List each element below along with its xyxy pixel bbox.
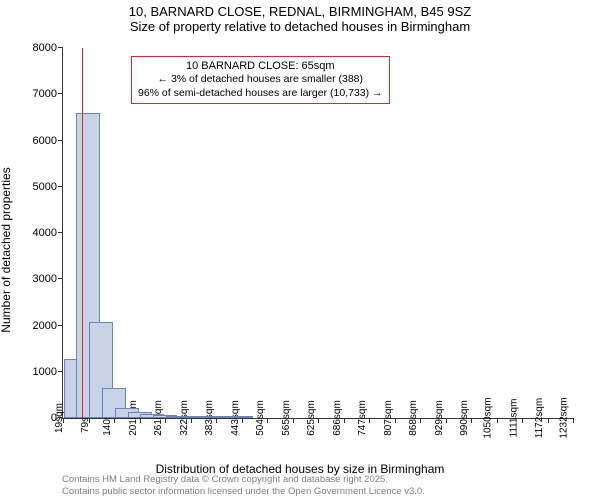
x-tick-label: 443sqm [224,400,241,436]
x-tick-mark [242,418,243,423]
chart-subtitle: Size of property relative to detached ho… [0,19,600,34]
x-tick-label: 990sqm [453,400,470,436]
footer-line-2: Contains public sector information licen… [62,486,425,498]
y-tick-label: 3000 [33,273,63,285]
x-tick-mark [89,418,90,423]
x-tick-mark [522,418,523,423]
y-tick-mark [58,93,63,94]
x-tick-label: 322sqm [173,400,190,436]
x-tick-mark [573,418,574,423]
annotation-line-smaller: ← 3% of detached houses are smaller (388… [138,73,383,87]
x-tick-label: 747sqm [351,400,368,436]
y-tick-label: 8000 [33,42,63,54]
property-marker-line [82,48,83,418]
x-tick-mark [446,418,447,423]
x-tick-mark [63,418,64,423]
x-tick-label: 1111sqm [503,399,520,438]
x-tick-label: 929sqm [428,400,445,436]
x-tick-label: 504sqm [249,400,266,436]
annotation-box: 10 BARNARD CLOSE: 65sqm ← 3% of detached… [131,56,390,104]
x-tick-mark [471,418,472,423]
y-tick-mark [58,371,63,372]
x-tick-label: 625sqm [300,400,317,436]
y-tick-mark [58,47,63,48]
footer-credits: Contains HM Land Registry data © Crown c… [62,474,425,498]
x-tick-mark [216,418,217,423]
y-tick-mark [58,232,63,233]
title-block: 10, BARNARD CLOSE, REDNAL, BIRMINGHAM, B… [0,0,600,34]
footer-line-1: Contains HM Land Registry data © Crown c… [62,474,425,486]
x-tick-mark [369,418,370,423]
y-tick-label: 5000 [33,181,63,193]
y-tick-mark [58,278,63,279]
x-tick-mark [420,418,421,423]
x-tick-mark [165,418,166,423]
x-tick-mark [140,418,141,423]
x-tick-mark [395,418,396,423]
x-tick-label: 261sqm [147,400,164,436]
x-tick-label: 1232sqm [552,397,569,438]
chart-container: 10, BARNARD CLOSE, REDNAL, BIRMINGHAM, B… [0,0,600,500]
y-tick-label: 1000 [33,366,63,378]
y-tick-mark [58,140,63,141]
x-tick-label: 868sqm [402,400,419,436]
x-tick-mark [267,418,268,423]
y-tick-label: 4000 [33,227,63,239]
x-tick-label: 1172sqm [527,398,544,438]
histogram-bar [229,416,253,418]
x-tick-mark [114,418,115,423]
x-tick-mark [344,418,345,423]
x-tick-mark [548,418,549,423]
x-tick-label: 383sqm [198,400,215,436]
x-tick-mark [497,418,498,423]
x-tick-label: 1050sqm [476,397,493,438]
y-tick-mark [58,325,63,326]
y-tick-label: 2000 [33,320,63,332]
x-tick-mark [191,418,192,423]
annotation-line-larger: 96% of semi-detached houses are larger (… [138,87,383,101]
y-tick-label: 6000 [33,135,63,147]
y-tick-label: 7000 [33,88,63,100]
chart-title: 10, BARNARD CLOSE, REDNAL, BIRMINGHAM, B… [0,4,600,19]
x-tick-label: 686sqm [326,400,343,436]
x-tick-label: 807sqm [377,400,394,436]
x-tick-label: 565sqm [275,400,292,436]
x-tick-mark [293,418,294,423]
x-tick-mark [318,418,319,423]
annotation-title: 10 BARNARD CLOSE: 65sqm [138,59,383,73]
y-axis-label: Number of detached properties [0,167,13,332]
plot-area: 10 BARNARD CLOSE: 65sqm ← 3% of detached… [62,48,573,419]
y-tick-mark [58,186,63,187]
